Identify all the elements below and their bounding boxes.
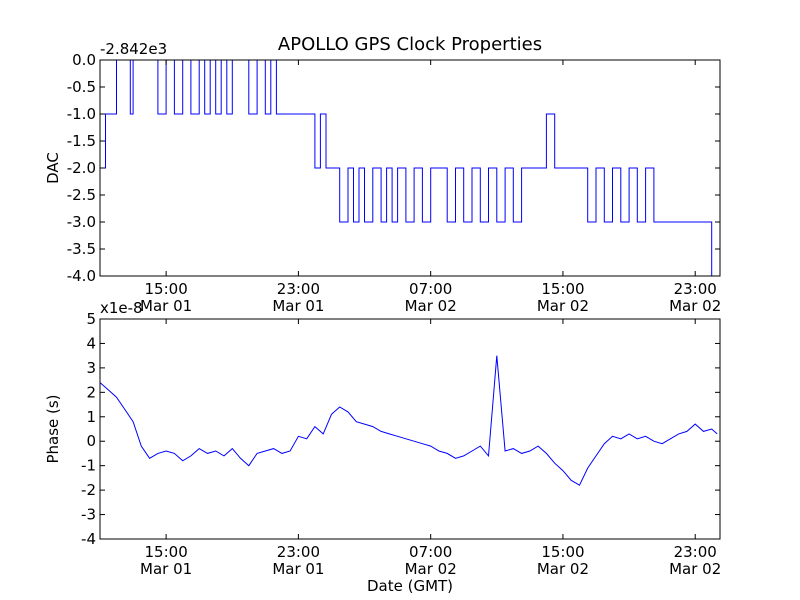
y-tick-label: -2.5 <box>67 186 96 204</box>
y-tick-label: 5 <box>86 310 96 328</box>
x-tick-label-time: 15:00 <box>145 280 188 298</box>
x-tick-label-time: 23:00 <box>674 543 717 561</box>
y-tick-label: -1.0 <box>67 105 96 123</box>
x-tick-label-date: Mar 02 <box>669 297 721 315</box>
y-tick-label: -2.0 <box>67 159 96 177</box>
x-tick-label-date: Mar 01 <box>272 560 324 578</box>
x-tick-label-time: 23:00 <box>674 280 717 298</box>
x-tick-label-time: 15:00 <box>541 543 584 561</box>
y-tick-label: -3 <box>81 506 96 524</box>
axes-frame <box>99 318 721 540</box>
y-tick-label: 2 <box>86 383 96 401</box>
series-line <box>100 60 718 276</box>
x-tick-label-time: 07:00 <box>409 280 452 298</box>
x-tick-label-time: 07:00 <box>409 543 452 561</box>
y-tick-label: -1 <box>81 457 96 475</box>
y-tick-label: 3 <box>86 359 96 377</box>
chart-title: APOLLO GPS Clock Properties <box>278 34 542 55</box>
x-tick-label-time: 15:00 <box>541 280 584 298</box>
y-tick-label: 4 <box>86 334 96 352</box>
axis-offset-label: x1e-8 <box>100 299 143 317</box>
x-tick-label-date: Mar 02 <box>537 297 589 315</box>
x-tick-label-date: Mar 01 <box>140 297 192 315</box>
x-tick-label-date: Mar 02 <box>405 297 457 315</box>
y-tick-label: -3.0 <box>67 213 96 231</box>
x-tick-label-time: 15:00 <box>145 543 188 561</box>
y-tick-label: 1 <box>86 408 96 426</box>
y-axis-label: DAC <box>44 152 62 184</box>
y-tick-label: -1.5 <box>67 132 96 150</box>
x-tick-label-time: 23:00 <box>277 280 320 298</box>
y-tick-label: 0.0 <box>72 51 96 69</box>
y-tick-label: -4.0 <box>67 267 96 285</box>
x-tick-label-date: Mar 01 <box>272 297 324 315</box>
x-tick-label-date: Mar 01 <box>140 560 192 578</box>
series-line <box>100 355 718 486</box>
x-tick-label-date: Mar 02 <box>537 560 589 578</box>
axis-offset-label: -2.842e3 <box>100 40 167 58</box>
x-axis-label: Date (GMT) <box>367 577 453 595</box>
y-tick-label: 0 <box>86 432 96 450</box>
x-tick-label-date: Mar 02 <box>669 560 721 578</box>
y-tick-label: -2 <box>81 481 96 499</box>
y-tick-label: -3.5 <box>67 240 96 258</box>
y-tick-label: -4 <box>81 530 96 548</box>
y-tick-label: -0.5 <box>67 78 96 96</box>
x-tick-label-date: Mar 02 <box>405 560 457 578</box>
y-axis-label: Phase (s) <box>44 394 62 463</box>
x-tick-label-time: 23:00 <box>277 543 320 561</box>
